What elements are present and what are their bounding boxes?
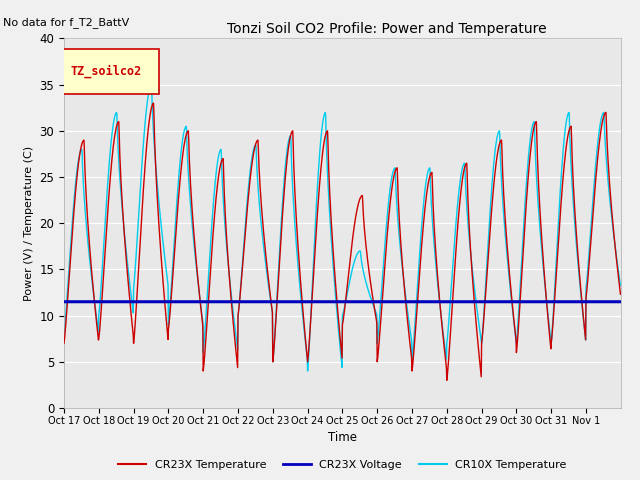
Legend: CR23X Temperature, CR23X Voltage, CR10X Temperature: CR23X Temperature, CR23X Voltage, CR10X … <box>113 456 572 475</box>
X-axis label: Time: Time <box>328 431 357 444</box>
FancyBboxPatch shape <box>61 49 159 94</box>
Y-axis label: Power (V) / Temperature (C): Power (V) / Temperature (C) <box>24 145 34 301</box>
Title: Tonzi Soil CO2 Profile: Power and Temperature: Tonzi Soil CO2 Profile: Power and Temper… <box>227 22 547 36</box>
Text: No data for f_T2_BattV: No data for f_T2_BattV <box>3 17 129 28</box>
Text: TZ_soilco2: TZ_soilco2 <box>70 65 142 78</box>
